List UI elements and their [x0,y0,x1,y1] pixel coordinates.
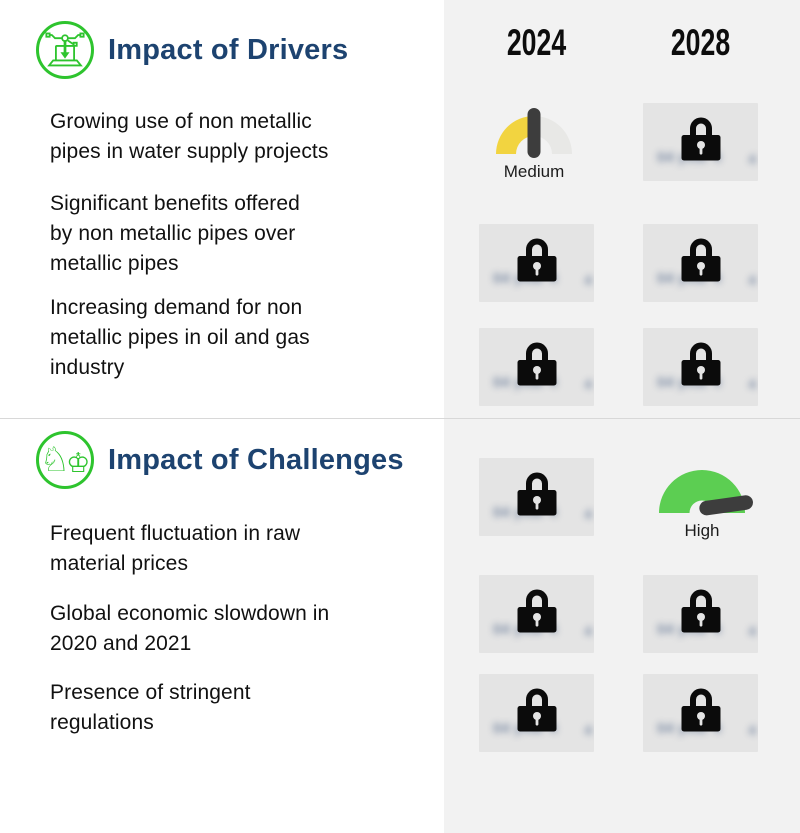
padlock-icon [517,688,556,732]
column-header-2028: 2028 [670,22,731,63]
gauge-high-2028: High [658,463,753,541]
chess-knight-glyph: ♘ [39,440,71,480]
locked-value-cell: 04 year 4 4 [643,575,758,653]
locked-value-cell: 04 year 4 4 [479,458,594,536]
padlock-icon [681,117,720,161]
gauge-level-label: High [684,521,720,540]
chess-king-glyph: ♔ [66,448,91,479]
blurred-locked-text-side: 4 [748,376,756,392]
locked-value-cell: 04 year 4 4 [479,575,594,653]
challenge-factor-1: Frequent fluctuation in raw material pri… [50,522,301,575]
padlock-icon [681,688,720,732]
locked-value-cell: 04 year 4 4 [479,674,594,752]
blurred-locked-text-side: 4 [584,623,592,639]
gauge-level-label: Medium [503,162,565,181]
chess-strategy-icon: ♘ ♔ [36,431,94,489]
blurred-locked-text-side: 4 [584,722,592,738]
challenges-section-title: Impact of Challenges [108,443,404,476]
locked-value-cell: 04 year 4 4 [643,224,758,302]
column-header-2024: 2024 [506,22,567,63]
padlock-icon [517,589,556,633]
locked-value-cell: 04 year 4 4 [643,674,758,752]
blurred-locked-text-side: 4 [584,272,592,288]
padlock-icon [517,238,556,282]
blurred-locked-text-side: 4 [584,376,592,392]
drivers-section-title: Impact of Drivers [108,33,349,66]
driver-factor-1: Growing use of non metallic pipes in wat… [50,110,329,163]
driver-factor-2: Significant benefits offered by non meta… [50,192,300,275]
blurred-locked-text-side: 4 [584,506,592,522]
blurred-locked-text-side: 4 [748,722,756,738]
blurred-locked-text-side: 4 [748,623,756,639]
locked-value-cell: 04 year 4 4 [643,328,758,406]
challenges-section-header: ♘ ♔ Impact of Challenges [36,431,404,489]
gauge-needle [527,108,541,158]
padlock-icon [681,589,720,633]
laptop-connectivity-icon [36,21,94,79]
padlock-icon [517,472,556,516]
locked-value-cell: 04 year 4 4 [479,224,594,302]
padlock-icon [517,342,556,386]
blurred-locked-text-side: 4 [748,151,756,167]
locked-value-cell: 04 year 4 4 [643,103,758,181]
challenge-factor-3: Presence of stringent regulations [50,681,251,734]
gauge-medium-2024: Medium [493,108,575,182]
padlock-icon [681,238,720,282]
driver-factor-3: Increasing demand for non metallic pipes… [50,296,310,379]
drivers-section-header: Impact of Drivers [36,21,348,79]
gauge-needle [699,495,753,516]
locked-value-cell: 04 year 4 4 [479,328,594,406]
challenge-factor-2: Global economic slowdown in 2020 and 202… [50,602,330,655]
section-divider [0,418,800,419]
blurred-locked-text-side: 4 [748,272,756,288]
padlock-icon [681,342,720,386]
